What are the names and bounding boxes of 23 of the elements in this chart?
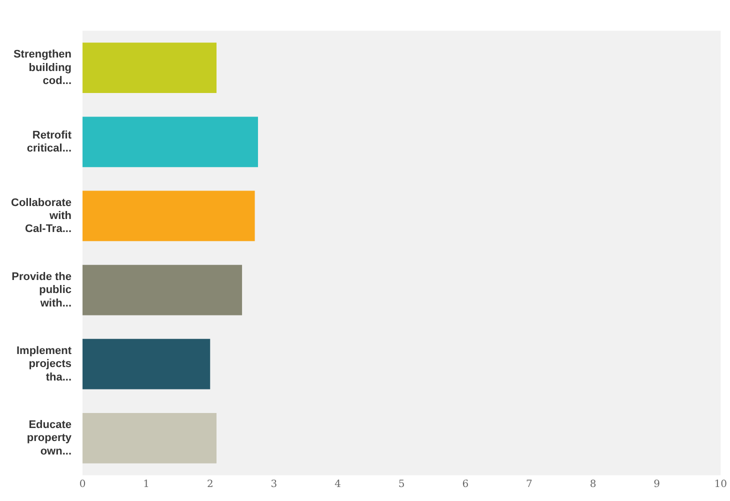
x-tick-label: 2 — [206, 478, 214, 490]
bar — [82, 264, 242, 316]
x-tick-label: 8 — [590, 478, 596, 490]
bar — [82, 412, 217, 464]
bar — [82, 42, 217, 94]
x-tick-label: 4 — [334, 478, 341, 490]
bar — [82, 338, 210, 390]
bar — [82, 190, 255, 242]
x-tick-label: 7 — [526, 478, 532, 490]
x-tick-label: 10 — [714, 478, 728, 490]
x-tick-label: 3 — [270, 478, 278, 490]
x-tick-label: 5 — [398, 478, 405, 490]
y-tick-label: Educate property own... — [26, 419, 72, 458]
x-tick-label: 1 — [143, 478, 150, 490]
x-tick-label: 6 — [462, 478, 469, 490]
y-tick-label: Strengthen building cod... — [13, 48, 72, 88]
y-tick-label: Provide the public with... — [12, 270, 72, 310]
bar — [82, 116, 258, 168]
y-tick-label: Implement projects tha... — [16, 344, 72, 384]
y-tick-label: Collaborate with Cal-Tra... — [10, 196, 72, 236]
x-tick-label: 9 — [654, 478, 660, 490]
x-tick-label: 0 — [79, 478, 86, 490]
y-tick-label: Retrofit critical... — [26, 129, 72, 155]
